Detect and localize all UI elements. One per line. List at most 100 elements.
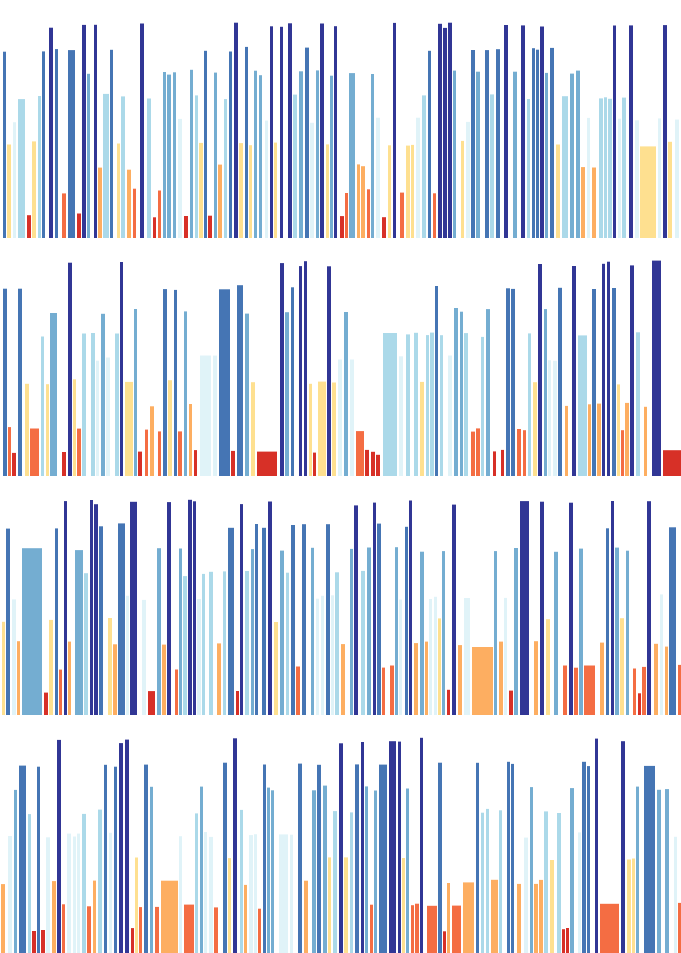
bar bbox=[161, 880, 178, 953]
bar bbox=[299, 71, 303, 238]
bar bbox=[280, 263, 284, 476]
bar bbox=[119, 743, 123, 953]
bar bbox=[153, 217, 156, 238]
bar bbox=[96, 360, 99, 476]
bar bbox=[471, 50, 475, 238]
bar bbox=[374, 790, 377, 953]
bar bbox=[126, 595, 129, 715]
bar bbox=[569, 502, 573, 715]
bar bbox=[155, 906, 159, 953]
bar bbox=[94, 24, 97, 238]
bar bbox=[345, 193, 348, 238]
bar bbox=[19, 765, 26, 953]
bar bbox=[326, 144, 329, 238]
bar bbox=[435, 286, 438, 476]
bar bbox=[405, 526, 408, 715]
bar bbox=[578, 832, 581, 953]
bar bbox=[509, 690, 513, 715]
bar bbox=[426, 335, 429, 476]
bar bbox=[613, 25, 616, 238]
bar bbox=[644, 765, 655, 953]
bar bbox=[91, 333, 95, 476]
bar bbox=[458, 645, 462, 715]
bar bbox=[162, 644, 166, 715]
bar bbox=[55, 49, 58, 238]
bar bbox=[218, 164, 222, 238]
bar bbox=[334, 26, 337, 239]
bar bbox=[62, 904, 65, 953]
bar bbox=[229, 51, 232, 238]
bar bbox=[184, 216, 188, 238]
bar bbox=[316, 70, 319, 239]
bar bbox=[576, 70, 580, 238]
bar bbox=[476, 428, 480, 476]
bar bbox=[304, 880, 308, 953]
bar bbox=[665, 646, 668, 715]
bar bbox=[361, 166, 365, 238]
bar bbox=[517, 429, 521, 476]
bar bbox=[270, 26, 273, 238]
bar bbox=[62, 193, 66, 238]
bar bbox=[562, 96, 568, 238]
bar bbox=[6, 528, 10, 715]
bar bbox=[189, 404, 192, 476]
bar bbox=[511, 763, 514, 953]
bar bbox=[313, 452, 316, 476]
bar bbox=[647, 501, 651, 715]
bar bbox=[104, 764, 107, 953]
bar bbox=[17, 641, 20, 715]
bar bbox=[82, 333, 86, 476]
bar bbox=[365, 449, 369, 476]
bar bbox=[204, 832, 207, 953]
bar bbox=[18, 288, 22, 476]
bar bbox=[592, 167, 596, 238]
bar bbox=[68, 262, 72, 476]
bar bbox=[332, 382, 336, 476]
bar bbox=[438, 23, 442, 238]
bar bbox=[398, 741, 401, 953]
bar bbox=[245, 46, 248, 239]
bar bbox=[254, 834, 257, 953]
bar bbox=[393, 22, 396, 239]
bar bbox=[271, 790, 274, 953]
bar bbox=[148, 691, 155, 715]
bar bbox=[629, 25, 633, 239]
bar bbox=[175, 669, 178, 715]
bar bbox=[448, 355, 452, 476]
bar bbox=[476, 71, 480, 238]
bar bbox=[57, 739, 61, 953]
bar bbox=[37, 766, 40, 953]
bar bbox=[430, 332, 434, 476]
bar bbox=[452, 905, 461, 953]
bar bbox=[663, 25, 667, 238]
bar bbox=[554, 551, 558, 715]
bar bbox=[262, 527, 266, 715]
bar bbox=[626, 550, 629, 715]
bar bbox=[476, 762, 479, 953]
bar bbox=[46, 384, 49, 476]
bar bbox=[94, 504, 98, 715]
bar bbox=[73, 836, 76, 953]
bar bbox=[595, 738, 598, 953]
bar bbox=[602, 263, 605, 476]
bar bbox=[361, 570, 365, 715]
bar bbox=[197, 599, 201, 715]
bar bbox=[521, 25, 525, 239]
bar bbox=[274, 142, 277, 238]
bar bbox=[540, 26, 544, 238]
bar bbox=[280, 550, 284, 715]
bar bbox=[553, 360, 557, 476]
bar bbox=[621, 741, 625, 953]
bar bbox=[617, 384, 620, 476]
bar bbox=[443, 27, 447, 239]
bar bbox=[376, 117, 380, 238]
bar bbox=[499, 641, 503, 715]
bar bbox=[62, 452, 66, 476]
bar bbox=[425, 641, 428, 715]
bar bbox=[584, 665, 595, 715]
bar bbox=[493, 451, 496, 476]
bar bbox=[652, 260, 661, 476]
bar bbox=[361, 742, 364, 953]
bar bbox=[115, 333, 119, 476]
